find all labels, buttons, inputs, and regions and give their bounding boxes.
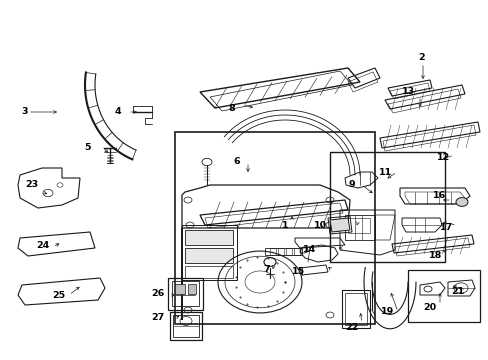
Bar [278, 248, 284, 255]
Text: 4: 4 [115, 108, 121, 117]
Text: 23: 23 [25, 180, 39, 189]
Bar [347, 218, 369, 233]
Text: 24: 24 [36, 240, 49, 249]
Text: 26: 26 [151, 288, 164, 297]
Text: 19: 19 [381, 307, 394, 316]
Bar [182, 225, 237, 280]
Text: 18: 18 [428, 251, 442, 260]
Bar [285, 248, 291, 255]
Bar [184, 230, 232, 245]
Circle shape [455, 198, 467, 206]
Text: 17: 17 [440, 224, 453, 233]
Text: 1: 1 [281, 220, 288, 230]
Bar [345, 293, 366, 325]
Text: 11: 11 [379, 167, 392, 176]
Text: 16: 16 [432, 190, 446, 199]
Bar [407, 270, 479, 322]
Text: 25: 25 [52, 291, 65, 300]
Text: 2: 2 [418, 54, 425, 63]
Bar [329, 152, 444, 262]
Bar [172, 281, 199, 306]
Text: 14: 14 [303, 246, 316, 255]
Text: 6: 6 [233, 157, 240, 166]
Text: 9: 9 [348, 180, 355, 189]
Text: 13: 13 [401, 87, 414, 96]
Text: 20: 20 [423, 303, 436, 312]
Bar [170, 312, 202, 340]
Text: 12: 12 [436, 153, 450, 162]
Text: 7: 7 [263, 266, 270, 274]
Polygon shape [329, 218, 349, 232]
Bar [293, 248, 299, 255]
Bar [184, 248, 232, 263]
Text: 27: 27 [151, 314, 164, 323]
Text: 10: 10 [313, 220, 326, 230]
Text: 3: 3 [21, 108, 28, 117]
Bar [345, 215, 374, 240]
Text: 5: 5 [84, 144, 91, 153]
Text: 21: 21 [450, 288, 464, 297]
Text: 22: 22 [345, 323, 358, 332]
Bar [175, 132, 374, 324]
Bar [168, 278, 203, 310]
Bar [184, 266, 232, 278]
Bar [269, 248, 275, 255]
Bar [173, 315, 199, 337]
Text: 8: 8 [228, 104, 235, 112]
Bar [175, 284, 184, 294]
Text: 15: 15 [291, 267, 304, 276]
Bar [341, 290, 369, 328]
Bar [187, 284, 196, 294]
